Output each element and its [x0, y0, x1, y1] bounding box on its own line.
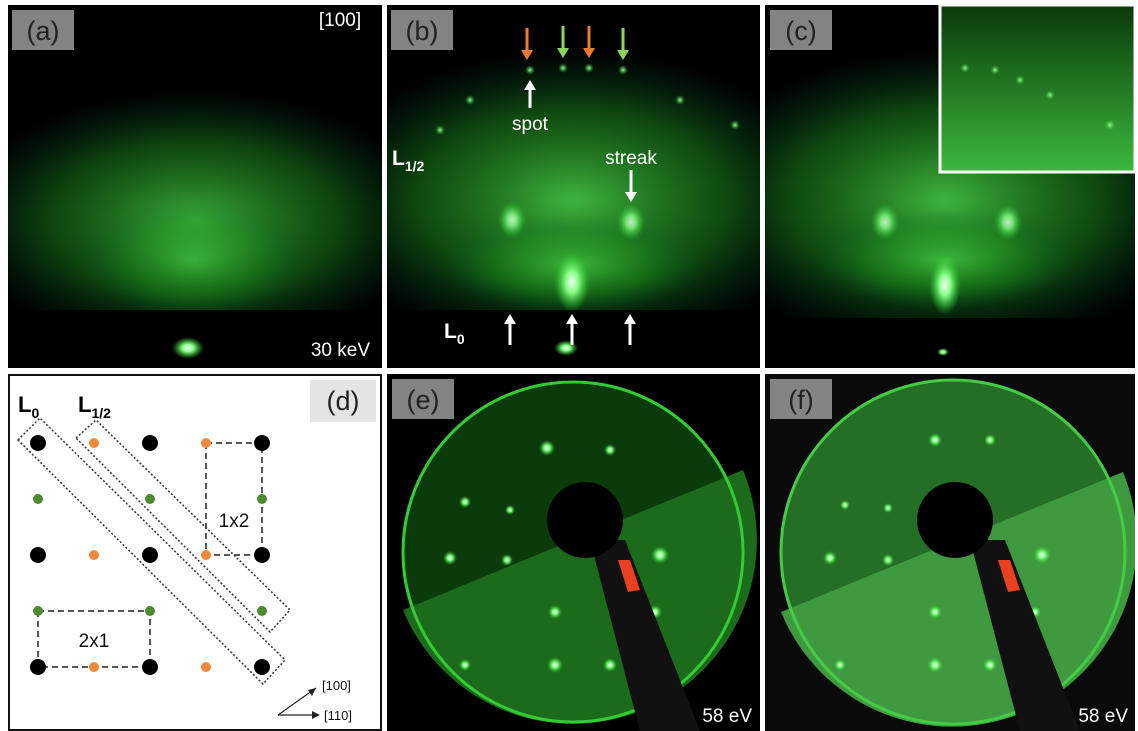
layer-main: L [444, 320, 457, 343]
layer-sub: 0 [31, 405, 39, 421]
panel-b: (b) spot streak L1/2 L0 [313, 5, 833, 368]
orientation: [100] [319, 10, 361, 31]
spot-label: spot [512, 114, 549, 135]
layer-sub: 1/2 [91, 405, 111, 421]
panel-label: (c) [785, 16, 816, 46]
layer-sub: 0 [457, 331, 465, 347]
cell-label: 1x2 [219, 511, 250, 532]
energy: 58 eV [702, 706, 752, 727]
panel-label: (e) [407, 385, 440, 415]
cell-label: 2x1 [79, 631, 110, 652]
panel-label: (f) [788, 385, 813, 415]
energy: 58 eV [1078, 706, 1128, 727]
panel-label: (a) [27, 16, 60, 46]
energy: 30 keV [311, 340, 370, 361]
layer-main: L [392, 147, 405, 170]
layer-main: L [18, 392, 31, 417]
layer-sub: 1/2 [405, 158, 425, 174]
figure: (a) [100] 30 keV (b) spot streak L1/2 L0… [0, 0, 1138, 731]
axis-label: [110] [324, 708, 352, 723]
layer-main: L [78, 392, 91, 417]
streak-label: streak [605, 148, 657, 169]
panel-e: (e) 58 eV [387, 374, 760, 731]
panel-a: (a) [100] 30 keV [0, 5, 435, 368]
panel-f: (f) 58 eV [765, 374, 1137, 731]
axis-label: [100] [322, 678, 351, 693]
panel-label: (b) [406, 16, 439, 46]
panel-label: (d) [327, 386, 360, 416]
panel-d: 1x2 2x1 L0 L1/2 (d) [100] [110] [9, 375, 381, 730]
